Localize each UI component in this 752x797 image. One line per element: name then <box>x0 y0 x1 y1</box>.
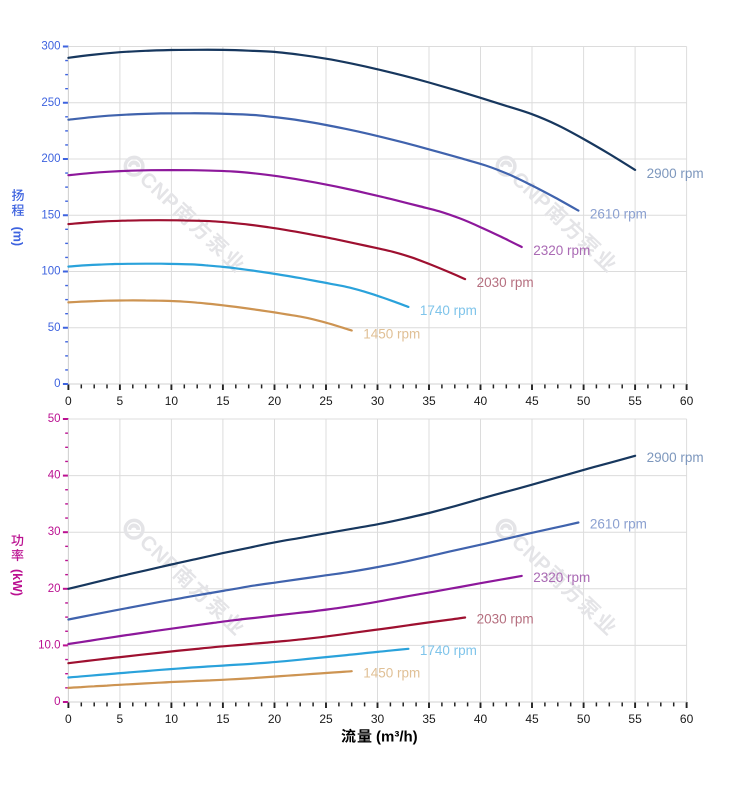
svg-text:15: 15 <box>216 394 230 408</box>
svg-text:150: 150 <box>41 209 60 221</box>
svg-text:45: 45 <box>525 394 539 408</box>
svg-text:(kW): (kW) <box>10 569 24 596</box>
svg-text:250: 250 <box>41 97 60 109</box>
svg-text:300: 300 <box>41 41 60 53</box>
svg-text:10.0: 10.0 <box>38 639 60 651</box>
svg-text:0: 0 <box>65 712 72 726</box>
svg-text:0: 0 <box>54 696 60 708</box>
svg-text:2610 rpm: 2610 rpm <box>590 207 647 222</box>
svg-text:2900 rpm: 2900 rpm <box>647 450 704 465</box>
svg-text:2030 rpm: 2030 rpm <box>477 275 534 290</box>
svg-text:CNP: CNP <box>507 167 555 215</box>
svg-text:30: 30 <box>48 526 61 538</box>
svg-text:CNP: CNP <box>135 167 183 215</box>
svg-text:0: 0 <box>54 378 60 390</box>
svg-text:40: 40 <box>474 394 488 408</box>
svg-text:20: 20 <box>268 712 282 726</box>
svg-text:30: 30 <box>371 394 385 408</box>
svg-text:35: 35 <box>422 712 436 726</box>
svg-text:20: 20 <box>48 583 61 595</box>
svg-text:2610 rpm: 2610 rpm <box>590 517 647 532</box>
svg-text:1740 rpm: 1740 rpm <box>420 643 477 658</box>
svg-text:40: 40 <box>474 712 488 726</box>
svg-text:50: 50 <box>48 413 61 425</box>
svg-text:20: 20 <box>268 394 282 408</box>
svg-text:200: 200 <box>41 153 60 165</box>
svg-text:(m³/h): (m³/h) <box>376 729 418 746</box>
svg-text:50: 50 <box>48 322 61 334</box>
svg-text:55: 55 <box>628 712 642 726</box>
svg-text:50: 50 <box>577 394 591 408</box>
svg-text:2320 rpm: 2320 rpm <box>533 243 590 258</box>
svg-text:1450 rpm: 1450 rpm <box>363 665 420 680</box>
svg-text:0: 0 <box>65 394 72 408</box>
svg-text:(m): (m) <box>11 227 25 246</box>
svg-text:25: 25 <box>319 394 333 408</box>
svg-text:10: 10 <box>165 394 179 408</box>
svg-text:2320 rpm: 2320 rpm <box>533 570 590 585</box>
svg-text:50: 50 <box>577 712 591 726</box>
svg-text:30: 30 <box>371 712 385 726</box>
svg-text:2030 rpm: 2030 rpm <box>477 612 534 627</box>
svg-text:1450 rpm: 1450 rpm <box>363 327 420 342</box>
svg-text:5: 5 <box>117 394 124 408</box>
svg-text:100: 100 <box>41 266 60 278</box>
svg-text:10: 10 <box>165 712 179 726</box>
svg-text:45: 45 <box>525 712 539 726</box>
svg-text:55: 55 <box>628 394 642 408</box>
svg-text:40: 40 <box>48 470 61 482</box>
svg-text:60: 60 <box>680 394 694 408</box>
svg-text:1740 rpm: 1740 rpm <box>420 303 477 318</box>
svg-text:2900 rpm: 2900 rpm <box>647 166 704 181</box>
svg-text:60: 60 <box>680 712 694 726</box>
svg-text:35: 35 <box>422 394 436 408</box>
svg-text:25: 25 <box>319 712 333 726</box>
svg-text:5: 5 <box>117 712 124 726</box>
svg-text:15: 15 <box>216 712 230 726</box>
